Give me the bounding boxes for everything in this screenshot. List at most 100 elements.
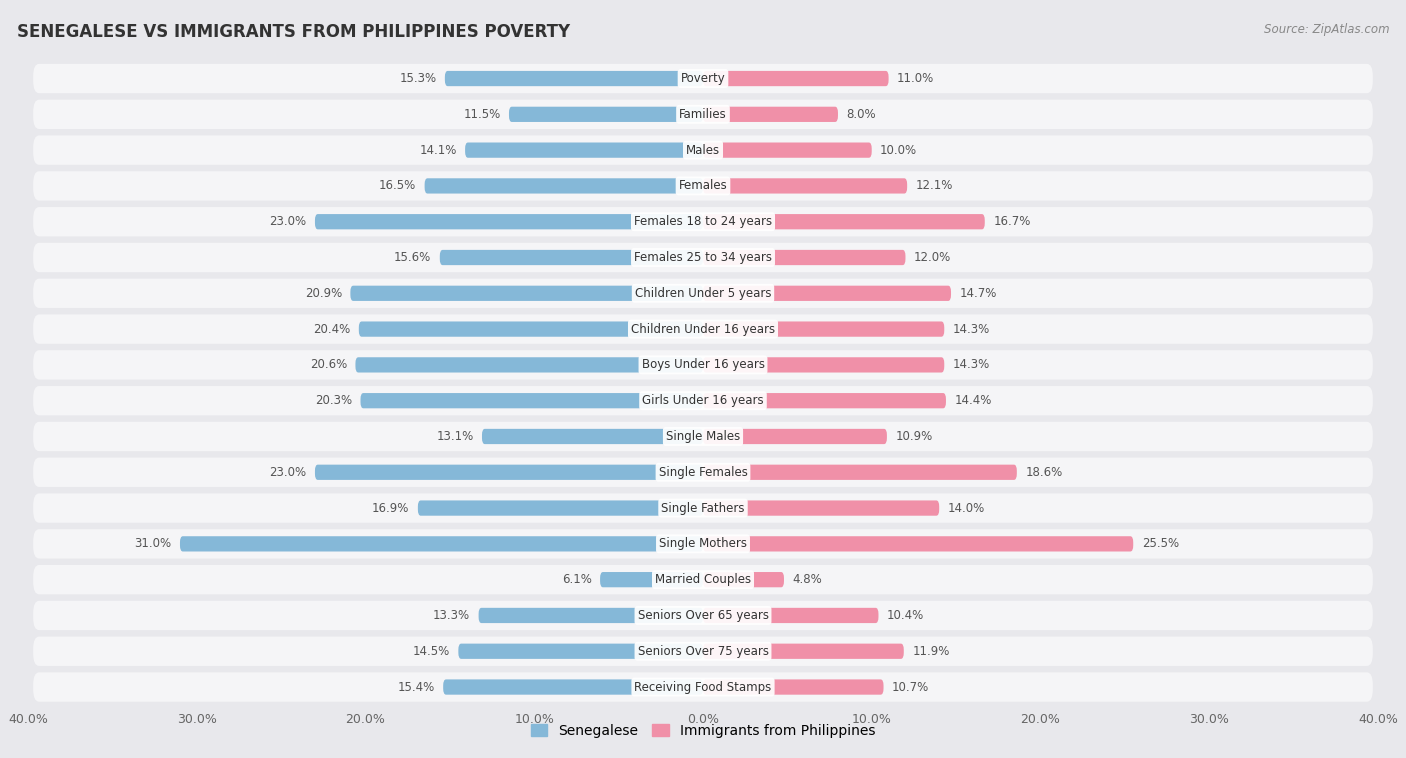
Text: 14.1%: 14.1% <box>419 143 457 157</box>
Text: 23.0%: 23.0% <box>270 215 307 228</box>
FancyBboxPatch shape <box>465 143 703 158</box>
FancyBboxPatch shape <box>425 178 703 193</box>
FancyBboxPatch shape <box>315 214 703 230</box>
Text: 4.8%: 4.8% <box>793 573 823 586</box>
FancyBboxPatch shape <box>34 136 1372 164</box>
FancyBboxPatch shape <box>34 350 1372 380</box>
FancyBboxPatch shape <box>34 637 1372 666</box>
Text: 8.0%: 8.0% <box>846 108 876 121</box>
FancyBboxPatch shape <box>350 286 703 301</box>
FancyBboxPatch shape <box>34 243 1372 272</box>
Text: Males: Males <box>686 143 720 157</box>
Text: Boys Under 16 years: Boys Under 16 years <box>641 359 765 371</box>
FancyBboxPatch shape <box>703 679 883 694</box>
Text: 14.7%: 14.7% <box>959 287 997 300</box>
FancyBboxPatch shape <box>703 465 1017 480</box>
Text: 12.0%: 12.0% <box>914 251 950 264</box>
FancyBboxPatch shape <box>478 608 703 623</box>
FancyBboxPatch shape <box>703 644 904 659</box>
Text: 14.3%: 14.3% <box>953 359 990 371</box>
FancyBboxPatch shape <box>703 214 984 230</box>
Text: 20.3%: 20.3% <box>315 394 352 407</box>
Text: Single Mothers: Single Mothers <box>659 537 747 550</box>
Text: 16.9%: 16.9% <box>373 502 409 515</box>
Text: 15.4%: 15.4% <box>398 681 434 694</box>
Text: 16.7%: 16.7% <box>993 215 1031 228</box>
Text: Females 18 to 24 years: Females 18 to 24 years <box>634 215 772 228</box>
Text: 31.0%: 31.0% <box>135 537 172 550</box>
Text: Families: Families <box>679 108 727 121</box>
FancyBboxPatch shape <box>34 279 1372 308</box>
Text: Poverty: Poverty <box>681 72 725 85</box>
FancyBboxPatch shape <box>703 107 838 122</box>
FancyBboxPatch shape <box>440 250 703 265</box>
FancyBboxPatch shape <box>703 429 887 444</box>
Text: 14.0%: 14.0% <box>948 502 984 515</box>
FancyBboxPatch shape <box>600 572 703 587</box>
FancyBboxPatch shape <box>509 107 703 122</box>
Text: 11.0%: 11.0% <box>897 72 934 85</box>
FancyBboxPatch shape <box>482 429 703 444</box>
Text: 14.5%: 14.5% <box>413 645 450 658</box>
Text: Girls Under 16 years: Girls Under 16 years <box>643 394 763 407</box>
Text: 10.9%: 10.9% <box>896 430 932 443</box>
Text: Children Under 16 years: Children Under 16 years <box>631 323 775 336</box>
FancyBboxPatch shape <box>34 171 1372 201</box>
Text: 10.7%: 10.7% <box>891 681 929 694</box>
FancyBboxPatch shape <box>703 178 907 193</box>
FancyBboxPatch shape <box>34 565 1372 594</box>
FancyBboxPatch shape <box>703 536 1133 552</box>
FancyBboxPatch shape <box>703 500 939 515</box>
FancyBboxPatch shape <box>703 357 945 372</box>
FancyBboxPatch shape <box>34 421 1372 451</box>
Text: 15.3%: 15.3% <box>399 72 436 85</box>
Text: 13.1%: 13.1% <box>436 430 474 443</box>
FancyBboxPatch shape <box>34 207 1372 236</box>
Text: Seniors Over 65 years: Seniors Over 65 years <box>637 609 769 622</box>
FancyBboxPatch shape <box>703 572 785 587</box>
FancyBboxPatch shape <box>703 286 950 301</box>
FancyBboxPatch shape <box>34 672 1372 702</box>
Text: 11.5%: 11.5% <box>464 108 501 121</box>
Text: Single Males: Single Males <box>666 430 740 443</box>
FancyBboxPatch shape <box>34 315 1372 344</box>
FancyBboxPatch shape <box>34 99 1372 129</box>
Text: Single Fathers: Single Fathers <box>661 502 745 515</box>
Text: Married Couples: Married Couples <box>655 573 751 586</box>
Text: 14.3%: 14.3% <box>953 323 990 336</box>
FancyBboxPatch shape <box>34 386 1372 415</box>
FancyBboxPatch shape <box>703 393 946 409</box>
Text: 15.6%: 15.6% <box>394 251 432 264</box>
FancyBboxPatch shape <box>180 536 703 552</box>
Text: 20.4%: 20.4% <box>314 323 350 336</box>
Text: 16.5%: 16.5% <box>380 180 416 193</box>
FancyBboxPatch shape <box>315 465 703 480</box>
Text: 20.6%: 20.6% <box>309 359 347 371</box>
Text: 6.1%: 6.1% <box>562 573 592 586</box>
Text: 18.6%: 18.6% <box>1025 465 1063 479</box>
Text: Females: Females <box>679 180 727 193</box>
Text: Source: ZipAtlas.com: Source: ZipAtlas.com <box>1264 23 1389 36</box>
FancyBboxPatch shape <box>34 458 1372 487</box>
FancyBboxPatch shape <box>34 601 1372 630</box>
Text: 14.4%: 14.4% <box>955 394 991 407</box>
Text: Single Females: Single Females <box>658 465 748 479</box>
Text: 12.1%: 12.1% <box>915 180 953 193</box>
FancyBboxPatch shape <box>703 143 872 158</box>
Text: Seniors Over 75 years: Seniors Over 75 years <box>637 645 769 658</box>
Text: 11.9%: 11.9% <box>912 645 949 658</box>
Text: Receiving Food Stamps: Receiving Food Stamps <box>634 681 772 694</box>
FancyBboxPatch shape <box>34 529 1372 559</box>
Text: 10.0%: 10.0% <box>880 143 917 157</box>
FancyBboxPatch shape <box>356 357 703 372</box>
FancyBboxPatch shape <box>703 250 905 265</box>
FancyBboxPatch shape <box>34 64 1372 93</box>
FancyBboxPatch shape <box>418 500 703 515</box>
Text: Children Under 5 years: Children Under 5 years <box>634 287 772 300</box>
FancyBboxPatch shape <box>359 321 703 337</box>
Text: 13.3%: 13.3% <box>433 609 470 622</box>
Text: Females 25 to 34 years: Females 25 to 34 years <box>634 251 772 264</box>
FancyBboxPatch shape <box>34 493 1372 523</box>
FancyBboxPatch shape <box>443 679 703 694</box>
FancyBboxPatch shape <box>458 644 703 659</box>
